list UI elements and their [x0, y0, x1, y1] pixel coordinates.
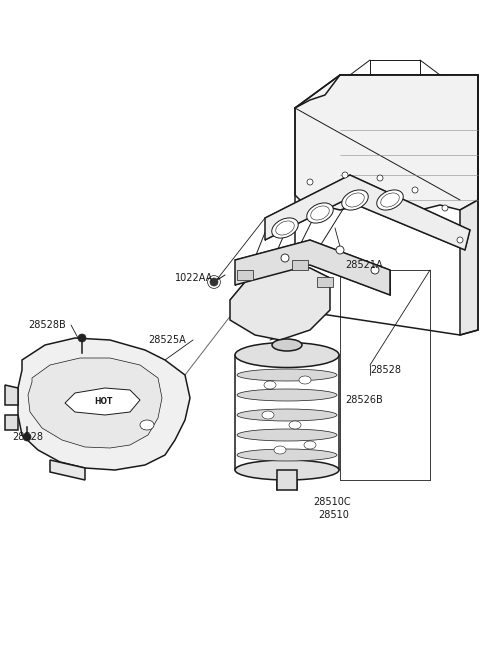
- Circle shape: [457, 237, 463, 243]
- Ellipse shape: [381, 193, 399, 207]
- Ellipse shape: [304, 441, 316, 449]
- Polygon shape: [460, 75, 478, 335]
- Circle shape: [281, 254, 289, 262]
- Circle shape: [23, 433, 31, 441]
- Ellipse shape: [235, 342, 339, 367]
- Ellipse shape: [342, 190, 368, 210]
- Circle shape: [307, 179, 313, 185]
- Ellipse shape: [237, 409, 337, 421]
- Polygon shape: [295, 75, 478, 120]
- Ellipse shape: [235, 460, 339, 480]
- Text: 28528: 28528: [370, 365, 401, 375]
- Ellipse shape: [289, 421, 301, 429]
- Polygon shape: [237, 270, 253, 280]
- Circle shape: [336, 246, 344, 254]
- Circle shape: [210, 278, 218, 286]
- Polygon shape: [265, 175, 470, 250]
- Text: 28521A: 28521A: [345, 260, 383, 270]
- Ellipse shape: [262, 411, 274, 419]
- Text: 28510: 28510: [318, 510, 349, 520]
- Text: HOT: HOT: [94, 398, 112, 407]
- Polygon shape: [292, 260, 308, 270]
- Ellipse shape: [264, 381, 276, 389]
- Text: 28510C: 28510C: [313, 497, 350, 507]
- Circle shape: [412, 187, 418, 193]
- Text: 28528: 28528: [12, 432, 43, 442]
- Ellipse shape: [140, 420, 154, 430]
- Polygon shape: [317, 277, 333, 287]
- Ellipse shape: [299, 376, 311, 384]
- Polygon shape: [50, 460, 85, 480]
- Ellipse shape: [377, 190, 403, 210]
- Text: 28526B: 28526B: [345, 395, 383, 405]
- Polygon shape: [5, 415, 18, 430]
- Circle shape: [377, 175, 383, 181]
- Polygon shape: [18, 338, 190, 470]
- Ellipse shape: [237, 429, 337, 441]
- Circle shape: [342, 172, 348, 178]
- Polygon shape: [230, 265, 330, 340]
- Circle shape: [78, 334, 86, 342]
- Ellipse shape: [237, 369, 337, 381]
- Ellipse shape: [272, 218, 298, 238]
- Ellipse shape: [307, 203, 333, 223]
- Ellipse shape: [274, 446, 286, 454]
- Polygon shape: [277, 470, 297, 490]
- Polygon shape: [65, 388, 140, 415]
- Polygon shape: [5, 385, 18, 405]
- Ellipse shape: [311, 206, 329, 220]
- Text: 28528B: 28528B: [28, 320, 66, 330]
- Ellipse shape: [272, 339, 302, 351]
- Circle shape: [371, 266, 379, 274]
- Ellipse shape: [346, 193, 364, 207]
- Text: 28525A: 28525A: [148, 335, 186, 345]
- Circle shape: [442, 205, 448, 211]
- Polygon shape: [235, 240, 390, 295]
- Ellipse shape: [237, 389, 337, 401]
- Ellipse shape: [237, 449, 337, 461]
- Polygon shape: [295, 75, 478, 210]
- Polygon shape: [28, 358, 162, 448]
- Text: 1022AA: 1022AA: [175, 273, 213, 283]
- Ellipse shape: [276, 221, 294, 235]
